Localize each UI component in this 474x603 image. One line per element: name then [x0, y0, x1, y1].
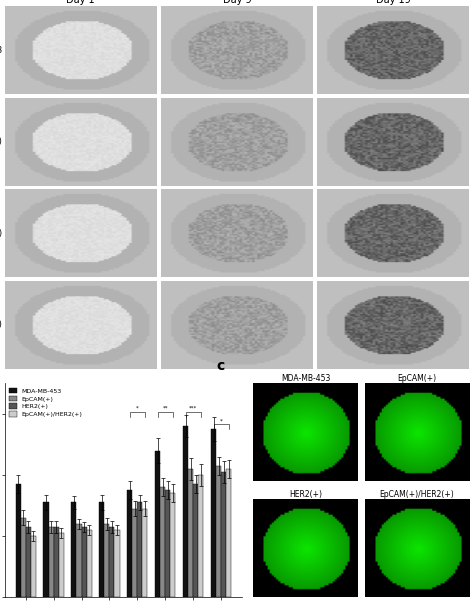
Y-axis label: MDA-MB-453: MDA-MB-453 [0, 46, 2, 55]
Bar [16, 484, 20, 597]
Title: EpCAM(+): EpCAM(+) [397, 374, 437, 384]
Bar [72, 502, 76, 597]
Bar [109, 527, 115, 597]
Bar [59, 533, 64, 597]
Bar [226, 469, 231, 597]
Bar [54, 527, 59, 597]
Text: c: c [217, 359, 225, 373]
Bar [221, 472, 226, 597]
Bar [165, 490, 170, 597]
Bar [87, 530, 91, 597]
Y-axis label: EpCAM(+): EpCAM(+) [0, 137, 2, 146]
Title: Day 9: Day 9 [223, 0, 251, 5]
Y-axis label: EpCAM(+)/HER2(+): EpCAM(+)/HER2(+) [0, 320, 2, 329]
Bar [115, 530, 119, 597]
Bar [170, 493, 175, 597]
Bar [198, 475, 203, 597]
Bar [100, 502, 104, 597]
Title: MDA-MB-453: MDA-MB-453 [281, 374, 330, 384]
Bar [143, 508, 147, 597]
Text: *: * [136, 406, 139, 411]
Title: Day 19: Day 19 [376, 0, 411, 5]
Legend: MDA-MB-453, EpCAM(+), HER2(+), EpCAM(+)/HER2(+): MDA-MB-453, EpCAM(+), HER2(+), EpCAM(+)/… [8, 387, 84, 418]
Bar [128, 490, 132, 597]
Bar [48, 527, 54, 597]
Bar [104, 524, 109, 597]
Bar [20, 517, 26, 597]
Bar [82, 527, 87, 597]
Bar [155, 450, 160, 597]
Bar [76, 524, 82, 597]
Bar [26, 527, 31, 597]
Title: EpCAM(+)/HER2(+): EpCAM(+)/HER2(+) [380, 490, 454, 499]
Y-axis label: HER2(+): HER2(+) [0, 229, 2, 238]
Text: ***: *** [189, 406, 198, 411]
Text: *: * [220, 418, 223, 423]
Bar [160, 487, 165, 597]
Bar [193, 484, 198, 597]
Title: Day 1: Day 1 [66, 0, 95, 5]
Bar [211, 429, 216, 597]
Title: HER2(+): HER2(+) [289, 490, 322, 499]
Bar [183, 426, 188, 597]
Bar [132, 508, 137, 597]
Bar [216, 466, 221, 597]
Text: **: ** [163, 406, 168, 411]
Bar [31, 536, 36, 597]
Bar [44, 502, 48, 597]
Bar [137, 502, 143, 597]
Bar [188, 469, 193, 597]
